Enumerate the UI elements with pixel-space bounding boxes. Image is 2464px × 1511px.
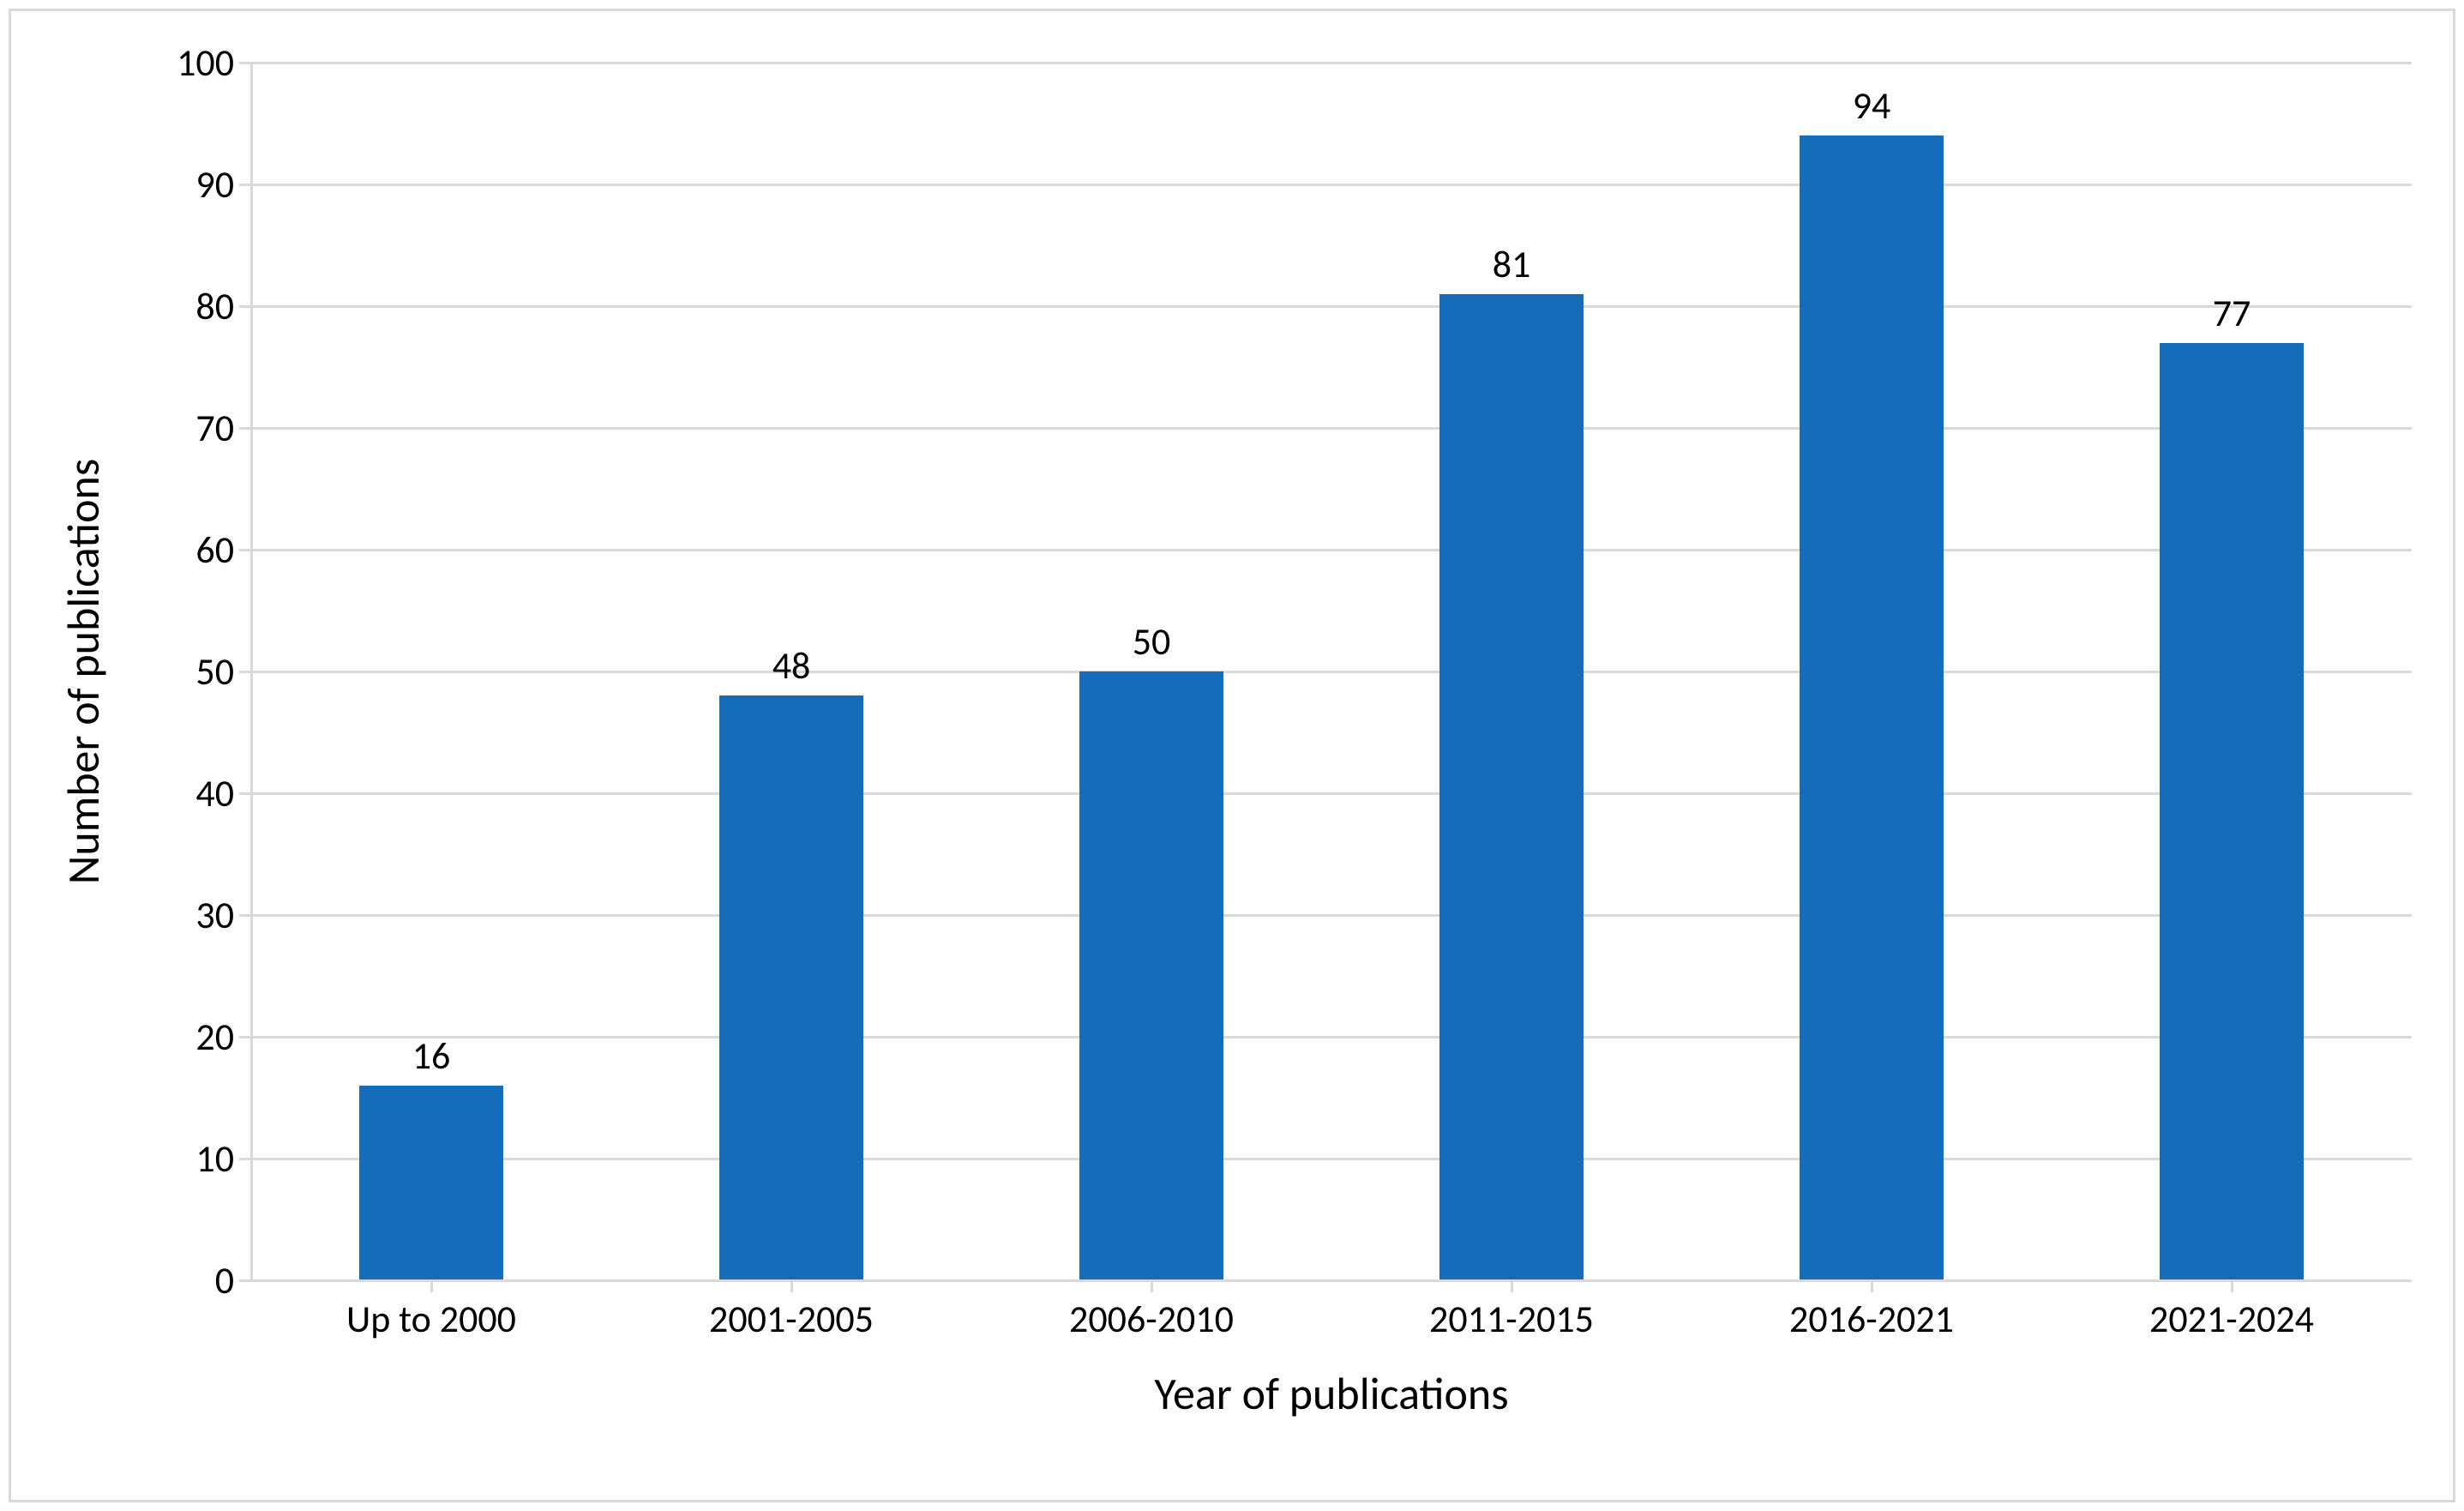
y-tick-label: 0 [131,1257,234,1303]
y-tick-label: 70 [131,405,234,451]
y-tick-mark [239,1158,251,1160]
grid-line [251,1036,2412,1038]
y-tick-label: 30 [131,892,234,938]
y-tick-label: 10 [131,1135,234,1182]
x-tick-label: 2021-2024 [2149,1296,2314,1342]
y-axis-line [250,63,253,1280]
y-tick-mark [239,305,251,308]
grid-line [251,671,2412,673]
x-tick-label: 2001-2005 [709,1296,874,1342]
grid-line [251,792,2412,795]
grid-line [251,914,2412,917]
y-tick-label: 40 [131,770,234,816]
y-tick-mark [239,1036,251,1038]
x-tick-label: 2016-2021 [1789,1296,1954,1342]
y-tick-label: 20 [131,1014,234,1060]
x-axis-line [251,1279,2412,1282]
bar [719,695,863,1280]
bar [359,1086,503,1280]
grid-line [251,184,2412,186]
x-axis-title: Year of publications [1154,1366,1508,1421]
chart-container: 16 48 50 81 94 77 0 10 20 30 40 50 60 70 80 90 100 Up t… [9,9,2455,1502]
x-tick-mark [1871,1280,1873,1292]
x-tick-label: 2011-2015 [1429,1296,1594,1342]
y-tick-label: 100 [131,39,234,86]
bar [1439,294,1584,1280]
y-tick-label: 60 [131,527,234,573]
y-tick-mark [239,549,251,551]
x-tick-mark [2231,1280,2233,1292]
y-tick-label: 90 [131,161,234,208]
bar-value-label: 48 [772,642,811,689]
y-tick-label: 50 [131,648,234,695]
y-tick-mark [239,671,251,673]
x-tick-mark [1511,1280,1513,1292]
bar-value-label: 50 [1133,618,1171,665]
x-tick-mark [790,1280,793,1292]
y-axis-title: Number of publications [56,459,111,884]
bar-value-label: 77 [2213,290,2251,336]
grid-line [251,427,2412,430]
plot-area: 16 48 50 81 94 77 [251,63,2412,1280]
bar [1800,135,1944,1280]
y-tick-mark [239,914,251,917]
y-tick-mark [239,427,251,430]
y-tick-label: 80 [131,283,234,329]
x-tick-mark [1151,1280,1153,1292]
x-tick-label: 2006-2010 [1069,1296,1234,1342]
grid-line [251,62,2412,64]
grid-line [251,305,2412,308]
x-tick-mark [430,1280,433,1292]
bar [1079,671,1223,1280]
x-tick-label: Up to 2000 [346,1296,516,1342]
bar-value-label: 94 [1853,82,1891,129]
y-tick-mark [239,792,251,795]
y-tick-mark [239,62,251,64]
y-tick-mark [239,1279,251,1282]
bar [2160,343,2304,1280]
grid-line [251,549,2412,551]
bar-value-label: 81 [1493,241,1531,287]
y-tick-mark [239,184,251,186]
bar-value-label: 16 [412,1032,451,1079]
grid-line [251,1158,2412,1160]
